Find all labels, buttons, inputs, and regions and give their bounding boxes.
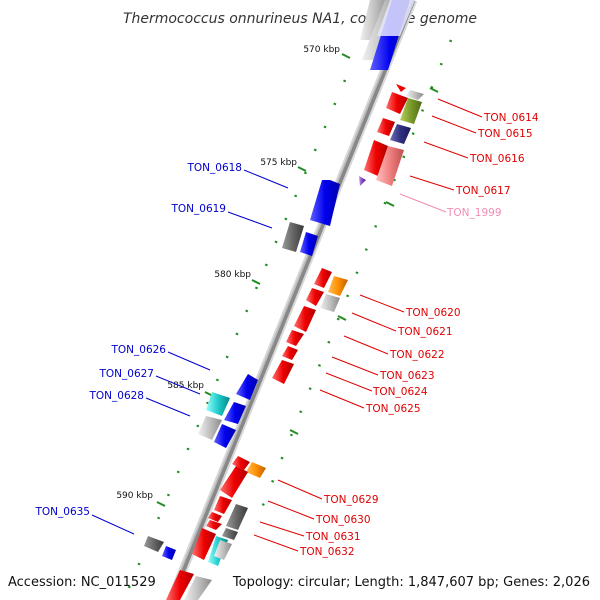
gene-arrow[interactable] — [300, 232, 318, 256]
gene-label-ton-0617[interactable]: TON_0617 — [455, 185, 511, 197]
gene-arrow-ton-0618[interactable] — [310, 180, 340, 226]
scale-label-585: 585 kbp — [167, 381, 204, 391]
gene-label-ton-0621[interactable]: TON_0621 — [397, 326, 453, 338]
gene-block-ton-0631[interactable] — [222, 528, 238, 540]
gene-label-ton-0623[interactable]: TON_0623 — [379, 370, 435, 382]
gene-arrow-ton-0632[interactable] — [192, 528, 216, 560]
gene-arrow-ton-0626[interactable] — [236, 374, 258, 400]
gene-block-ton-0615[interactable] — [400, 98, 422, 124]
gene-label-ton-1999[interactable]: TON_1999 — [446, 207, 502, 219]
gene-label-ton-0626[interactable]: TON_0626 — [110, 344, 166, 356]
gene-arrow-ton-0627[interactable] — [224, 402, 246, 424]
gene-arrow-ton-0635[interactable] — [162, 546, 176, 560]
gene-label-ton-0622[interactable]: TON_0622 — [389, 349, 445, 361]
gene-arrow-ton-0623[interactable] — [286, 330, 304, 346]
gene-arrow-ton-0622[interactable] — [294, 306, 316, 332]
gene-arrow[interactable] — [396, 84, 406, 92]
gene-block[interactable] — [184, 576, 212, 600]
gene-block[interactable] — [214, 540, 232, 560]
map-title: Thermococcus onnurineus NA1, complete ge… — [123, 11, 477, 27]
gene-label-ton-0629[interactable]: TON_0629 — [323, 494, 379, 506]
scale-label-575: 575 kbp — [260, 158, 297, 168]
topology-text: Topology: circular; Length: 1,847,607 bp… — [232, 575, 590, 590]
gene-arrow-ton-0630[interactable] — [208, 512, 222, 522]
gene-arrow-ton-0614[interactable] — [386, 92, 408, 114]
gene-arrow-ton-0625[interactable] — [272, 360, 294, 384]
gene-label-ton-0635[interactable]: TON_0635 — [34, 506, 90, 518]
gene-block-ton-0617[interactable] — [376, 146, 404, 186]
gene-block-ton-0620[interactable] — [328, 276, 348, 296]
scale-label-590: 590 kbp — [116, 491, 153, 501]
accession-text: Accession: NC_011529 — [8, 575, 156, 590]
gene-block-ton-1999[interactable] — [359, 176, 366, 186]
gene-label-ton-0627[interactable]: TON_0627 — [98, 368, 154, 380]
gene-arrow[interactable] — [214, 496, 232, 514]
gene-arrow-ton-0624[interactable] — [282, 346, 298, 360]
gene-label-ton-0624[interactable]: TON_0624 — [372, 386, 428, 398]
gene-arrow-ton-0616[interactable] — [364, 140, 388, 176]
gene-block-ton-0619[interactable] — [282, 222, 304, 252]
gene-block[interactable] — [406, 90, 424, 100]
gene-block[interactable] — [377, 0, 415, 36]
gene-label-ton-0620[interactable]: TON_0620 — [405, 307, 461, 319]
gene-features — [144, 0, 424, 600]
gene-block-ton-0627[interactable] — [206, 392, 230, 416]
gene-label-ton-0625[interactable]: TON_0625 — [365, 403, 421, 415]
gene-block-ton-0630[interactable] — [226, 504, 248, 530]
gene-arrow-ton-0621[interactable] — [306, 288, 324, 306]
gene-label-ton-0628[interactable]: TON_0628 — [88, 390, 144, 402]
gene-block-ton-0628[interactable] — [198, 416, 222, 440]
genome-backbone — [166, 0, 418, 600]
scale-label-570: 570 kbp — [303, 45, 340, 55]
gene-arrow-ton-0620[interactable] — [314, 268, 332, 288]
gene-arrow[interactable] — [166, 570, 194, 600]
gene-label-ton-0616[interactable]: TON_0616 — [469, 153, 525, 165]
gene-label-ton-0630[interactable]: TON_0630 — [315, 514, 371, 526]
gene-arrow-ton-0631[interactable] — [206, 520, 222, 530]
gene-arrow[interactable] — [377, 118, 395, 136]
outer-dotted-guide-right — [255, 39, 453, 521]
gene-label-ton-0619[interactable]: TON_0619 — [170, 203, 226, 215]
gene-label-ton-0631[interactable]: TON_0631 — [305, 531, 361, 543]
gene-arrow[interactable] — [232, 456, 250, 470]
gene-label-ton-0615[interactable]: TON_0615 — [477, 128, 533, 140]
gene-label-ton-0632[interactable]: TON_0632 — [299, 546, 355, 558]
gene-arrow-ton-0629[interactable] — [220, 466, 248, 498]
label-connectors — [91, 98, 483, 552]
gene-block-ton-0621[interactable] — [320, 294, 340, 312]
gene-block-ton-0629[interactable] — [246, 462, 266, 478]
scale-ticks — [156, 53, 439, 507]
gene-label-ton-0614[interactable]: TON_0614 — [483, 112, 539, 124]
gene-labels: TON_0614 TON_0615 TON_0616 TON_0617 TON_… — [34, 112, 538, 558]
scale-label-580: 580 kbp — [214, 270, 251, 280]
gene-block-ton-0635[interactable] — [144, 536, 164, 552]
gene-block-ton-0616[interactable] — [390, 124, 411, 144]
gene-arrow-ton-0628[interactable] — [214, 424, 236, 448]
gene-label-ton-0618[interactable]: TON_0618 — [186, 162, 242, 174]
